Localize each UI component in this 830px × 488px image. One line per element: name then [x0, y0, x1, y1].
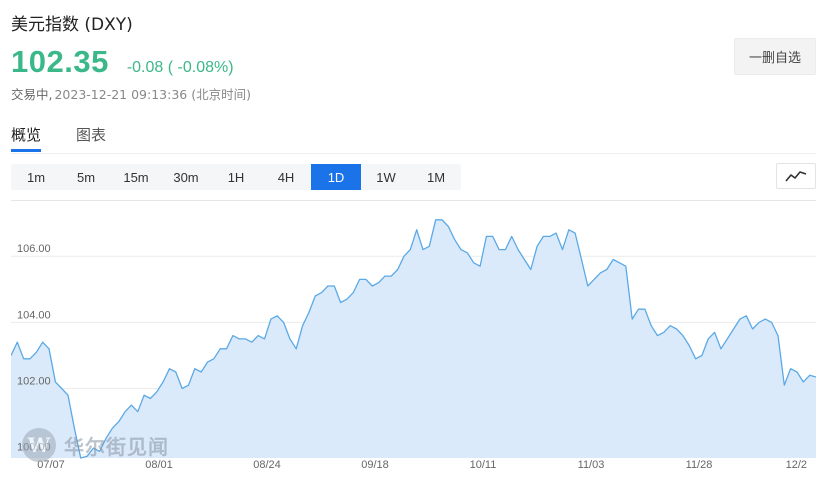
x-tick-label: 08/01 [145, 459, 173, 471]
watermark-text: 华尔街见闻 [64, 434, 169, 459]
price-line [11, 219, 816, 459]
status-label: 交易中, [11, 87, 53, 102]
chart-type-toggle[interactable] [776, 163, 816, 189]
price-change: -0.08 ( -0.08%) [126, 59, 234, 76]
remove-watchlist-button[interactable]: 一删自选 [734, 38, 816, 75]
x-tick-label: 12/2 [786, 459, 807, 471]
x-tick-label: 07/07 [37, 459, 65, 471]
line-chart-icon [785, 171, 807, 182]
period-1h[interactable]: 1H [227, 169, 245, 185]
tab-chart[interactable]: 图表 [76, 126, 107, 144]
tab-bar: 概览 图表 [11, 124, 141, 152]
instrument-title: 美元指数 (DXY) [11, 15, 133, 35]
x-tick-label: 10/11 [470, 459, 497, 471]
y-tick-label: 106.00 [17, 243, 51, 255]
x-tick-label: 11/03 [578, 459, 605, 471]
tab-divider [11, 153, 816, 154]
period-1m[interactable]: 1m [26, 169, 46, 185]
period-1mo[interactable]: 1M [426, 169, 446, 185]
x-tick-label: 09/18 [361, 459, 389, 471]
price-area [11, 219, 816, 458]
tab-overview[interactable]: 概览 [11, 124, 42, 152]
watermark-logo-icon: W [22, 428, 56, 462]
last-price: 102.35 [11, 44, 109, 79]
period-5m[interactable]: 5m [76, 169, 96, 185]
x-tick-label: 08/24 [253, 459, 281, 471]
y-tick-label: 102.00 [17, 376, 51, 388]
watermark: W 华尔街见闻 [22, 428, 169, 462]
period-selector: 1m 5m 15m 30m 1H 4H 1D 1W 1M [11, 164, 461, 190]
period-1d[interactable]: 1D [311, 164, 361, 190]
y-tick-label: 104.00 [17, 309, 51, 321]
quote-timestamp: 2023-12-21 09:13:36 (北京时间) [54, 87, 251, 102]
period-15m[interactable]: 15m [123, 169, 149, 185]
x-tick-label: 11/28 [686, 459, 713, 471]
price-row: 102.35 -0.08 ( -0.08%) [11, 44, 234, 80]
period-30m[interactable]: 30m [173, 169, 199, 185]
trading-status: 交易中, 2023-12-21 09:13:36 (北京时间) [11, 84, 251, 103]
period-1w[interactable]: 1W [376, 169, 396, 185]
period-4h[interactable]: 4H [277, 169, 295, 185]
